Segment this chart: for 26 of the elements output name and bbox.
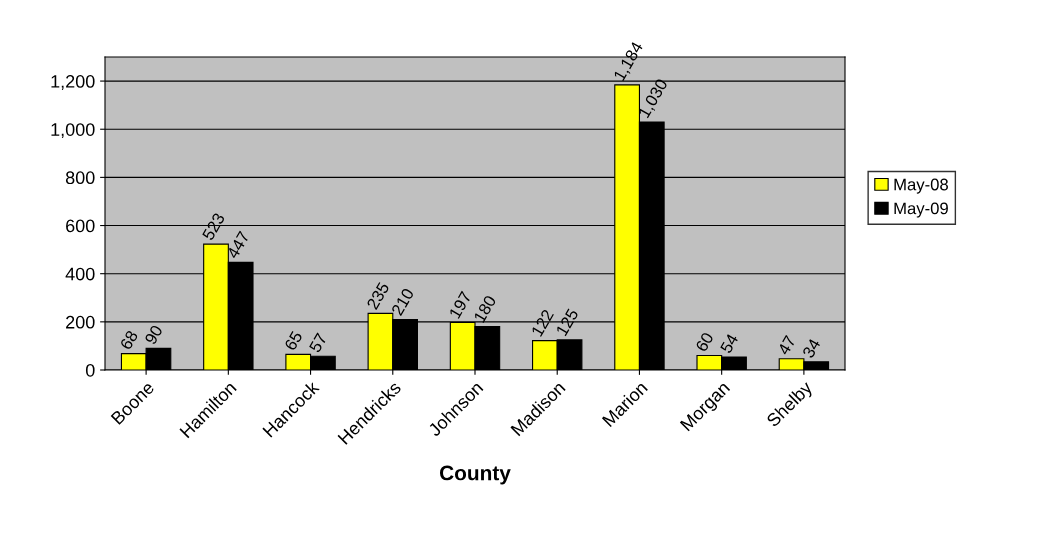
y-tick-label: 1,000 [51, 123, 95, 139]
data-label: 34 [801, 337, 821, 359]
y-tick-label: 400 [65, 267, 95, 281]
data-label: 60 [695, 331, 714, 353]
data-label: 122 [530, 308, 554, 337]
data-label: 65 [284, 330, 303, 352]
data-label: 125 [555, 307, 579, 337]
data-label: 523 [201, 212, 226, 241]
data-label: 197 [448, 290, 472, 319]
y-tick-label: 800 [65, 171, 95, 185]
y-tick-label: 0 [85, 363, 95, 377]
data-label: 68 [119, 329, 139, 351]
legend-label: May-09 [894, 202, 948, 218]
data-label: 180 [473, 294, 497, 323]
data-label: 57 [308, 332, 328, 354]
data-label: 447 [226, 230, 250, 260]
y-tick-label: 1,200 [51, 75, 95, 90]
data-label: 210 [390, 287, 415, 317]
data-label: 47 [777, 334, 796, 356]
legend-label: May-08 [894, 178, 948, 194]
data-label: 235 [366, 281, 390, 311]
y-tick-label: 200 [66, 315, 95, 329]
data-label: 90 [144, 324, 164, 346]
data-label: 54 [719, 332, 739, 354]
y-tick-label: 600 [66, 219, 95, 233]
x-axis-title: County [439, 465, 511, 485]
